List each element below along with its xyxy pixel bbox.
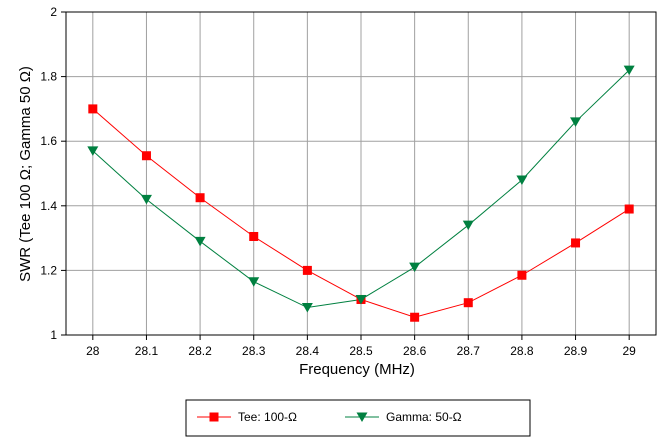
y-tick-label: 1 bbox=[50, 328, 57, 342]
x-tick-label: 28.3 bbox=[242, 344, 266, 358]
gamma-series-point bbox=[462, 220, 474, 231]
tee-series-point bbox=[517, 270, 527, 280]
y-axis-title: SWR (Tee 100 Ω; Gamma 50 Ω) bbox=[17, 66, 34, 282]
x-tick-label: 28 bbox=[86, 344, 100, 358]
tee-series-point bbox=[141, 151, 151, 161]
x-tick-label: 28.7 bbox=[457, 344, 481, 358]
x-tick-label: 28.6 bbox=[403, 344, 427, 358]
legend-tee-label: Tee: 100-Ω bbox=[238, 410, 297, 424]
legend: Tee: 100-Ω Gamma: 50-Ω bbox=[185, 399, 531, 437]
x-tick-label: 28.1 bbox=[135, 344, 159, 358]
x-tick-label: 28.2 bbox=[188, 344, 212, 358]
y-tick-label: 2 bbox=[50, 5, 57, 19]
gamma-series-point bbox=[570, 117, 582, 127]
tee-series-point bbox=[571, 238, 581, 248]
tee-series-point bbox=[88, 104, 98, 114]
gamma-series-point bbox=[248, 277, 260, 287]
gamma-series-point bbox=[301, 303, 313, 313]
tee-series-point bbox=[463, 298, 473, 308]
grid-lines bbox=[66, 12, 656, 335]
y-tick-label: 1.2 bbox=[40, 263, 57, 277]
x-tick-label: 28.8 bbox=[510, 344, 534, 358]
x-tick-label: 28.5 bbox=[349, 344, 373, 358]
legend-gamma-label: Gamma: 50-Ω bbox=[386, 410, 462, 424]
gamma-series-point bbox=[409, 262, 421, 273]
gamma-series-point bbox=[140, 194, 152, 205]
tee-series-point bbox=[302, 265, 312, 275]
tee-series-point bbox=[195, 193, 205, 203]
y-tick-label: 1.8 bbox=[40, 70, 57, 84]
gamma-series-point bbox=[623, 65, 635, 76]
y-tick-label: 1.6 bbox=[40, 134, 57, 148]
legend-gamma-marker bbox=[356, 412, 368, 422]
tee-series-point bbox=[410, 312, 420, 322]
tee-series-point bbox=[624, 204, 634, 214]
series-markers bbox=[87, 65, 635, 322]
legend-tee-marker bbox=[209, 412, 219, 422]
x-tick-label: 29 bbox=[623, 344, 637, 358]
legend-items: Tee: 100-Ω Gamma: 50-Ω bbox=[197, 410, 462, 424]
legend-box bbox=[185, 399, 531, 437]
x-tick-label: 28.9 bbox=[564, 344, 588, 358]
gamma-series-point bbox=[516, 175, 528, 185]
gamma-series-point bbox=[87, 146, 99, 156]
y-tick-label: 1.4 bbox=[40, 199, 57, 213]
x-tick-label: 28.4 bbox=[296, 344, 320, 358]
x-axis-title: Frequency (MHz) bbox=[299, 361, 415, 378]
gamma-series-point bbox=[194, 236, 206, 247]
axis-ticks: 28 28.1 28.2 28.3 28.4 28.5 28.6 28.7 28.8 28.9 29… bbox=[40, 5, 636, 358]
gamma-series-point bbox=[355, 294, 367, 305]
tee-series-point bbox=[249, 231, 259, 241]
